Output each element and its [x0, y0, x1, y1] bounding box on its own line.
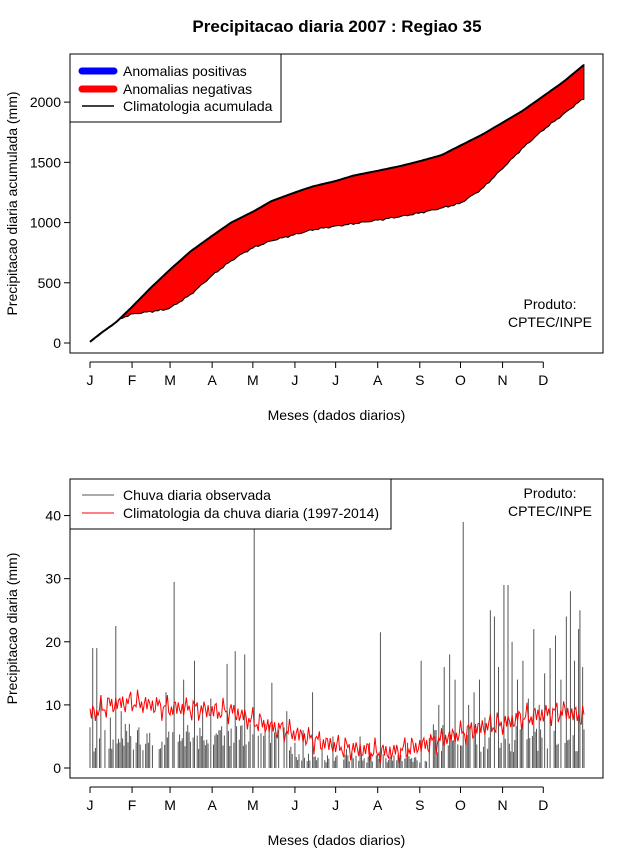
x-tick-label: O — [455, 372, 466, 388]
legend: Anomalias positivas Anomalias negativas … — [69, 53, 282, 123]
legend-label-climatology: Climatologia acumulada — [123, 98, 273, 114]
x-tick-label: F — [128, 797, 137, 813]
x-tick-label: J — [332, 372, 339, 388]
legend-label-negative: Anomalias negativas — [123, 81, 252, 97]
y-tick-label: 20 — [45, 634, 61, 650]
y-axis-label: Precipitacao diaria (mm) — [4, 553, 20, 705]
credit-source: CPTEC/INPE — [508, 314, 592, 330]
x-tick-label: J — [332, 797, 339, 813]
credit-label: Produto: — [524, 296, 577, 312]
x-tick-label: M — [164, 797, 176, 813]
plot-frame — [69, 53, 604, 354]
x-tick-label: M — [164, 372, 176, 388]
y-tick-label: 500 — [38, 275, 62, 291]
legend-box — [69, 478, 392, 530]
x-tick-label: N — [498, 797, 508, 813]
climatology-cumulative-line — [89, 64, 585, 343]
x-tick-label: A — [373, 372, 383, 388]
x-tick-label: D — [538, 797, 548, 813]
x-tick-label: F — [128, 372, 137, 388]
cumulative-chart: 0 500 1000 1500 2000 J F M A M J J A S O N D Precipitac… — [4, 53, 604, 423]
y-axis: 0 10 20 30 40 — [45, 508, 70, 776]
legend: Chuva diaria observada Climatologia da c… — [69, 478, 392, 530]
x-tick-label: M — [247, 372, 259, 388]
y-tick-label: 40 — [45, 508, 61, 524]
y-axis: 0 500 1000 1500 2000 — [30, 94, 70, 351]
x-axis-label: Meses (dados diarios) — [268, 832, 406, 848]
daily-climatology-line — [89, 689, 585, 764]
x-tick-label: A — [373, 797, 383, 813]
x-tick-label: J — [87, 372, 94, 388]
y-tick-label: 10 — [45, 697, 61, 713]
credit-source: CPTEC/INPE — [508, 503, 592, 519]
y-tick-label: 0 — [53, 335, 61, 351]
legend-label-positive: Anomalias positivas — [123, 63, 247, 79]
x-axis-label: Meses (dados diarios) — [268, 407, 406, 423]
x-tick-label: S — [415, 372, 424, 388]
x-tick-label: J — [87, 797, 94, 813]
observed-rain-bars — [89, 521, 585, 768]
x-tick-label: S — [415, 797, 424, 813]
y-tick-label: 1000 — [30, 215, 61, 231]
y-tick-label: 0 — [53, 760, 61, 776]
x-tick-label: O — [455, 797, 466, 813]
legend-label-observed: Chuva diaria observada — [123, 487, 271, 503]
y-tick-label: 30 — [45, 571, 61, 587]
x-tick-label: A — [207, 797, 217, 813]
x-tick-label: A — [207, 372, 217, 388]
figure-title: Precipitacao diaria 2007 : Regiao 35 — [192, 17, 481, 36]
observed-cumulative-line — [89, 98, 585, 343]
y-axis-label: Precipitacao diaria acumulada (mm) — [4, 91, 20, 315]
x-tick-label: J — [291, 797, 298, 813]
y-tick-label: 2000 — [30, 94, 61, 110]
x-tick-label: N — [498, 372, 508, 388]
legend-label-climatology: Climatologia da chuva diaria (1997-2014) — [123, 505, 379, 521]
credit-label: Produto: — [524, 485, 577, 501]
y-tick-label: 1500 — [30, 154, 61, 170]
x-tick-label: M — [247, 797, 259, 813]
x-tick-label: D — [538, 372, 548, 388]
x-tick-label: J — [291, 372, 298, 388]
daily-chart: 0 10 20 30 40 J F M A M J J A S O N D Precipitacao diar… — [4, 478, 604, 848]
